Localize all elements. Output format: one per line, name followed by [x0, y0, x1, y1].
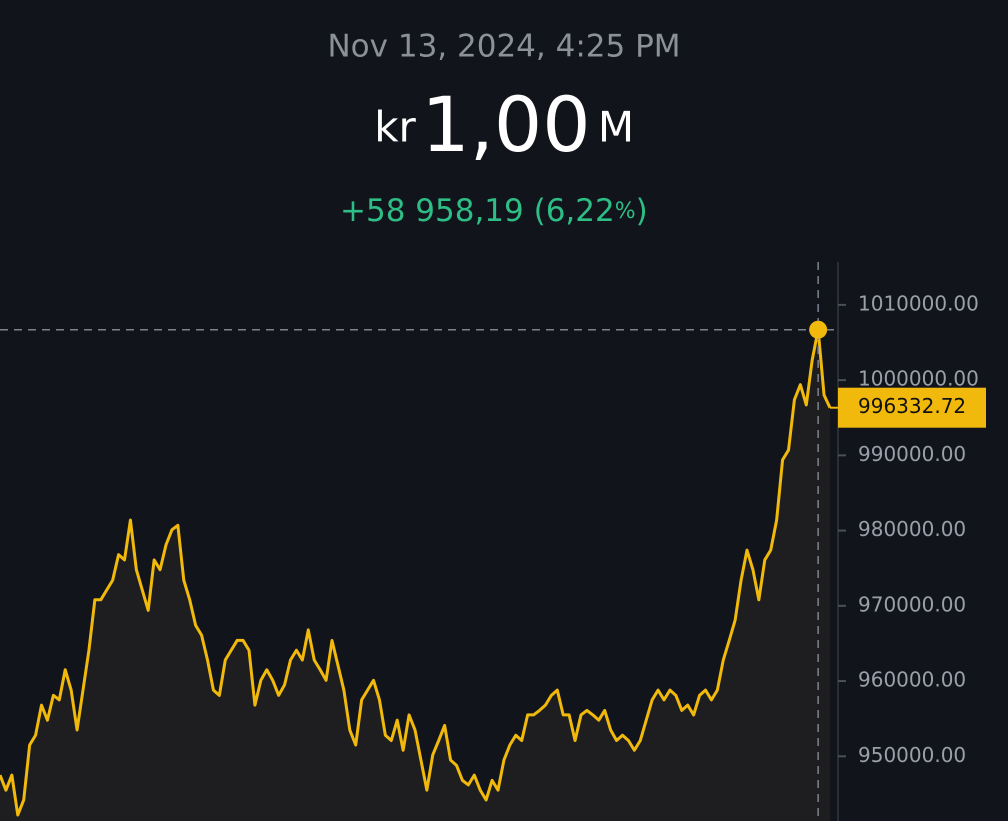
- y-tick-label: 990000.00: [858, 442, 966, 466]
- area: [0, 329, 830, 821]
- amount: 1,00: [421, 80, 590, 169]
- change-close: ): [636, 193, 648, 229]
- change-value: +58 958,19 (6,22: [340, 193, 615, 229]
- y-tick-label: 960000.00: [858, 668, 966, 692]
- y-tick-label: 1000000.00: [858, 367, 979, 391]
- y-tick-label: 980000.00: [858, 517, 966, 541]
- unit: M: [598, 103, 634, 152]
- y-tick-label: 950000.00: [858, 743, 966, 767]
- price-tag: [838, 387, 986, 428]
- date: Nov 13, 2024, 4:25 PM: [327, 29, 680, 65]
- change-percent: %: [615, 199, 636, 224]
- crosshair-dot: [809, 320, 828, 339]
- price-tag-label: 996332.72: [858, 394, 966, 418]
- currency: kr: [374, 103, 416, 152]
- change: +58 958,19 (6,22%): [340, 193, 648, 229]
- y-tick-label: 970000.00: [858, 592, 966, 616]
- y-tick-label: 1010000.00: [858, 291, 979, 315]
- line: [0, 328, 832, 817]
